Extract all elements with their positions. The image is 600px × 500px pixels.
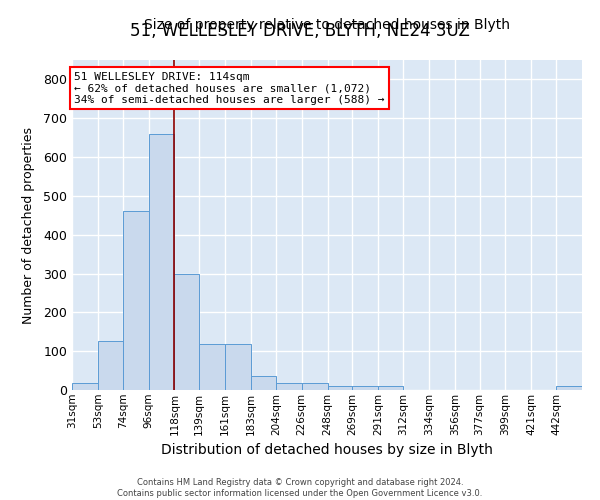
Bar [556, 386, 582, 390]
Bar [352, 386, 378, 390]
Bar [122, 212, 149, 390]
Text: Contains HM Land Registry data © Crown copyright and database right 2024.
Contai: Contains HM Land Registry data © Crown c… [118, 478, 482, 498]
Bar [175, 274, 199, 390]
Bar [225, 344, 251, 390]
Text: 51, WELLESLEY DRIVE, BLYTH, NE24 3UZ: 51, WELLESLEY DRIVE, BLYTH, NE24 3UZ [130, 22, 470, 40]
Y-axis label: Number of detached properties: Number of detached properties [22, 126, 35, 324]
Title: Size of property relative to detached houses in Blyth: Size of property relative to detached ho… [144, 18, 510, 32]
Bar [72, 383, 98, 390]
Bar [98, 342, 122, 390]
Text: 51 WELLESLEY DRIVE: 114sqm
← 62% of detached houses are smaller (1,072)
34% of s: 51 WELLESLEY DRIVE: 114sqm ← 62% of deta… [74, 72, 385, 105]
Bar [251, 376, 276, 390]
Bar [328, 386, 352, 390]
Bar [276, 383, 302, 390]
Bar [378, 386, 403, 390]
Bar [199, 344, 225, 390]
X-axis label: Distribution of detached houses by size in Blyth: Distribution of detached houses by size … [161, 443, 493, 457]
Bar [149, 134, 175, 390]
Bar [302, 383, 328, 390]
